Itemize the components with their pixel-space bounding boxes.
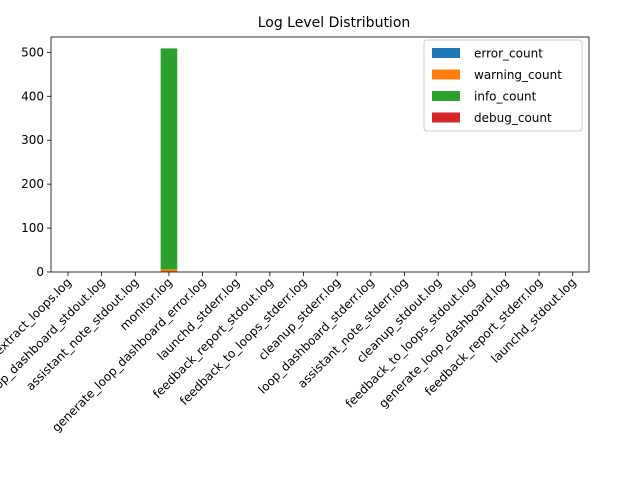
y-tick-label-2: 200: [21, 177, 44, 191]
legend-label-info_count: info_count: [474, 90, 537, 104]
legend-swatch-warning_count: [432, 69, 460, 80]
bar-warning_count-3: [160, 269, 178, 272]
legend-swatch-debug_count: [432, 112, 460, 123]
chart-title: Log Level Distribution: [258, 15, 411, 31]
legend-label-warning_count: warning_count: [474, 68, 562, 82]
legend-swatch-info_count: [432, 91, 460, 101]
legend: error_count warning_count info_count debug_…: [423, 39, 583, 132]
legend-box: [423, 39, 583, 132]
y-tick-label-5: 500: [21, 45, 44, 59]
bar-info_count-3: [160, 48, 178, 270]
y-axis: 0 100 200 300 400 500: [21, 45, 51, 279]
y-tick-label-3: 300: [21, 133, 44, 147]
y-tick-label-0: 0: [36, 265, 44, 279]
y-tick-label-1: 100: [21, 221, 44, 235]
y-tick-label-4: 400: [21, 89, 44, 103]
plot-frame: [50, 36, 590, 273]
legend-label-error_count: error_count: [474, 47, 543, 61]
legend-swatch-error_count: [432, 48, 460, 58]
legend-label-debug_count: debug_count: [474, 111, 552, 125]
plot-area: [50, 36, 590, 273]
